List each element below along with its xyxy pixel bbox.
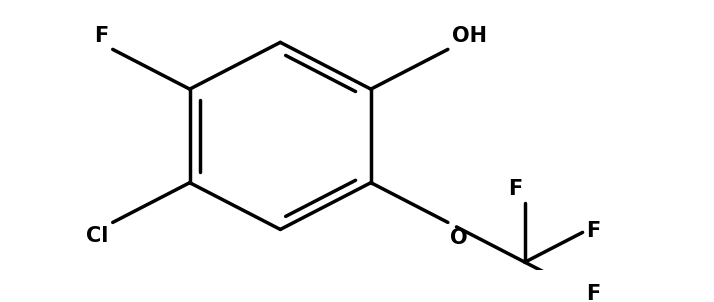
Text: OH: OH xyxy=(452,26,487,46)
Text: F: F xyxy=(508,179,523,199)
Text: Cl: Cl xyxy=(86,226,109,246)
Text: F: F xyxy=(94,26,109,46)
Text: F: F xyxy=(587,284,601,302)
Text: O: O xyxy=(450,228,468,248)
Text: F: F xyxy=(587,220,601,241)
